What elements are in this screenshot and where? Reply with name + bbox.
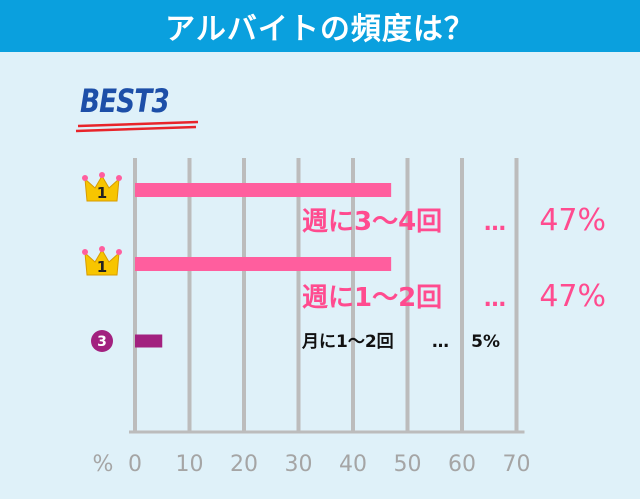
separator: …	[484, 287, 506, 312]
x-tick-label: 40	[339, 452, 367, 477]
bar	[135, 257, 392, 271]
category-label: 月に1～2回	[301, 332, 394, 352]
rank3-icon	[91, 330, 113, 352]
crown-jewel	[82, 175, 88, 181]
category-label: 週に3～4回	[302, 207, 442, 237]
rank-number: 1	[97, 258, 107, 276]
crown-jewel	[82, 249, 88, 255]
separator: …	[432, 332, 449, 352]
x-tick-label: 70	[503, 452, 531, 477]
best3-badge: BEST3	[80, 82, 170, 120]
crown-icon	[84, 249, 120, 276]
x-tick-label: 20	[230, 452, 258, 477]
best3-underline	[75, 120, 199, 133]
x-tick-label: 0	[128, 452, 142, 477]
bar	[135, 334, 163, 348]
value-label: 5%	[471, 332, 500, 352]
x-tick-label: 30	[285, 452, 313, 477]
bar	[135, 183, 392, 197]
x-tick-label: 10	[176, 452, 204, 477]
value-label: 47%	[539, 279, 606, 314]
crown-icon	[84, 175, 120, 202]
crown-jewel	[99, 172, 105, 178]
page-title: アルバイトの頻度は？	[0, 0, 640, 52]
x-tick-label: 60	[448, 452, 476, 477]
crown-jewel	[116, 175, 122, 181]
separator: …	[484, 211, 506, 236]
crown-jewel	[99, 246, 105, 252]
rank-number: 1	[97, 184, 107, 202]
x-tick-label: 50	[394, 452, 422, 477]
rank-number: 3	[97, 334, 107, 350]
crown-jewel	[116, 249, 122, 255]
value-label: 47%	[539, 203, 606, 238]
x-axis-unit: %	[93, 452, 114, 477]
category-label: 週に1～2回	[302, 283, 442, 313]
